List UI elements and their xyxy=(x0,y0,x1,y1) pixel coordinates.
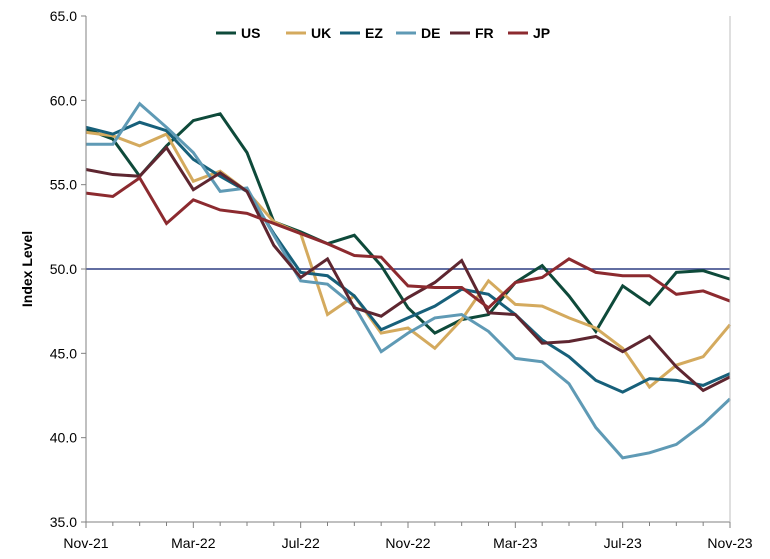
legend-label-jp: JP xyxy=(533,25,550,41)
legend-label-uk: UK xyxy=(311,25,331,41)
series-line-jp xyxy=(85,175,731,310)
y-tick-label: 35.0 xyxy=(50,514,77,530)
y-tick-label: 40.0 xyxy=(50,430,77,446)
series-line-ez xyxy=(85,120,731,394)
x-tick-label: Mar-22 xyxy=(171,535,216,551)
y-tick-label: 50.0 xyxy=(50,261,77,277)
x-tick-label: Mar-23 xyxy=(493,535,538,551)
y-tick-label: 60.0 xyxy=(50,92,77,108)
x-tick-label: Nov-21 xyxy=(63,535,108,551)
series-line-us xyxy=(85,112,731,335)
series-line-uk xyxy=(85,130,732,390)
legend: US UK EZ DE FR JP xyxy=(216,25,550,41)
y-ticks: 35.0 40.0 45.0 50.0 55.0 60.0 65.0 xyxy=(50,8,86,530)
x-ticks: Nov-21 Mar-22 Jul-22 Nov-22 Mar-23 Jul-23 Nov-… xyxy=(63,522,753,551)
legend-label-ez: EZ xyxy=(365,25,383,41)
x-tick-label: Jul-22 xyxy=(282,535,320,551)
y-axis-title: Index Level xyxy=(19,231,35,307)
series-layer xyxy=(85,101,732,460)
legend-label-de: DE xyxy=(421,25,440,41)
legend-label-fr: FR xyxy=(475,25,494,41)
series-line-fr xyxy=(85,145,731,393)
y-tick-label: 65.0 xyxy=(50,8,77,24)
y-tick-label: 55.0 xyxy=(50,177,77,193)
x-tick-label: Nov-22 xyxy=(385,535,430,551)
x-tick-label: Jul-23 xyxy=(604,535,642,551)
legend-label-us: US xyxy=(241,25,260,41)
y-tick-label: 45.0 xyxy=(50,345,77,361)
series-line-de xyxy=(86,101,732,460)
x-tick-label: Nov-23 xyxy=(707,535,752,551)
